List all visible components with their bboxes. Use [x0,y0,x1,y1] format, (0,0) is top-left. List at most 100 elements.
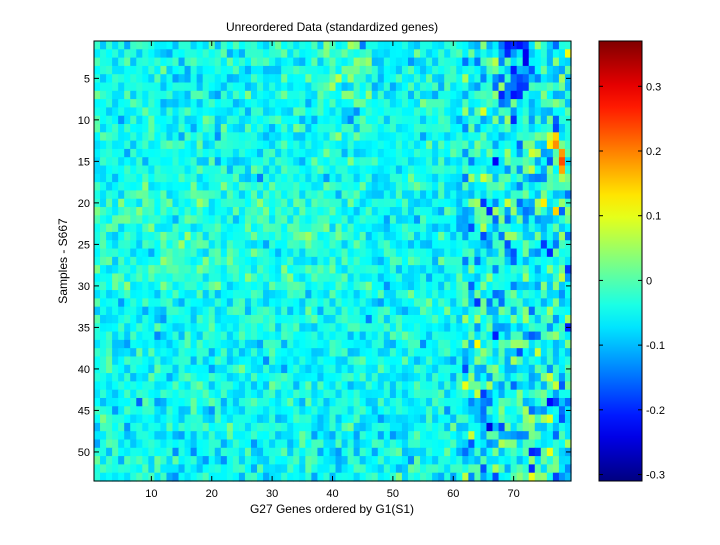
heatmap-cell [564,107,572,117]
heatmap-cell [353,439,361,449]
heatmap-cell [558,107,566,117]
heatmap-cell [172,265,180,275]
heatmap-cell [432,41,439,50]
heatmap-cell [142,115,149,125]
heatmap-cell [558,356,566,366]
heatmap-cell [142,389,149,399]
heatmap-cell [546,124,554,133]
heatmap-cell [450,157,457,167]
heatmap-cell [438,356,445,366]
heatmap-cell [414,49,421,59]
heatmap-cell [558,364,566,374]
heatmap-cell [558,339,566,349]
heatmap-cell [142,265,149,275]
heatmap-cell [359,248,367,258]
heatmap-cell [444,90,451,100]
heatmap-cell [94,348,101,358]
heatmap-cell [305,314,312,324]
heatmap-cell [226,339,234,349]
heatmap-cell [323,124,331,133]
heatmap-cell [438,198,445,208]
heatmap-cell [528,447,536,457]
heatmap-cell [238,356,246,366]
heatmap-cell [208,173,216,183]
heatmap-cell [238,306,246,316]
heatmap-cell [365,223,373,233]
heatmap-cell [347,414,355,424]
heatmap-cell [269,456,276,465]
heatmap-cell [142,90,149,100]
heatmap-cell [323,273,331,283]
heatmap-cell [136,464,143,474]
heatmap-cell [226,464,234,474]
heatmap-cell [190,447,198,457]
heatmap-cell [540,273,548,283]
heatmap-cell [480,165,488,175]
heatmap-cell [371,356,379,366]
heatmap-cell [341,472,349,482]
heatmap-cell [498,115,506,125]
heatmap-cell [293,240,300,250]
heatmap-cell [118,240,125,250]
heatmap-cell [136,331,143,341]
heatmap-cell [226,157,234,167]
heatmap-cell [528,107,536,117]
heatmap-cell [516,464,524,474]
heatmap-cell [160,290,168,299]
heatmap-cell [154,273,162,283]
heatmap-cell [112,464,119,474]
heatmap-cell [492,74,500,84]
heatmap-cell [438,373,445,382]
heatmap-cell [178,414,186,424]
heatmap-cell [287,381,294,391]
heatmap-cell [130,223,137,233]
heatmap-cell [136,74,143,84]
heatmap-cell [196,472,204,482]
heatmap-cell [438,207,445,216]
heatmap-cell [432,439,439,449]
heatmap-cell [311,397,319,407]
heatmap-cell [401,339,409,349]
heatmap-cell [365,157,373,167]
heatmap-cell [160,99,168,109]
heatmap-cell [407,240,415,250]
heatmap-cell [190,356,198,366]
heatmap-cell [184,381,192,391]
heatmap-cell [389,273,397,283]
heatmap-cell [552,273,560,283]
heatmap-cell [317,140,325,150]
heatmap-cell [329,256,337,266]
heatmap-cell [214,431,222,441]
heatmap-cell [546,456,554,465]
heatmap-cell [383,373,391,382]
heatmap-cell [492,173,500,183]
heatmap-cell [522,298,530,308]
heatmap-cell [160,406,168,416]
heatmap-cell [474,439,482,449]
heatmap-cell [257,298,264,308]
heatmap-cell [299,456,306,465]
heatmap-cell [166,406,174,416]
heatmap-cell [426,314,433,324]
heatmap-cell [462,273,469,283]
heatmap-cell [287,65,294,75]
heatmap-cell [130,256,137,266]
heatmap-cell [353,115,361,125]
heatmap-cell [100,240,107,250]
heatmap-cell [335,348,343,358]
heatmap-cell [100,348,107,358]
heatmap-cell [130,207,137,216]
heatmap-cell [395,397,403,407]
heatmap-cell [450,190,457,200]
heatmap-cell [184,41,192,50]
heatmap-cell [136,414,143,424]
heatmap-cell [100,124,107,133]
heatmap-cell [407,124,415,133]
heatmap-cell [287,447,294,457]
heatmap-cell [420,132,427,142]
heatmap-cell [136,472,143,482]
heatmap-cell [323,240,331,250]
heatmap-cell [317,190,325,200]
heatmap-cell [462,422,469,432]
heatmap-cell [444,447,451,457]
